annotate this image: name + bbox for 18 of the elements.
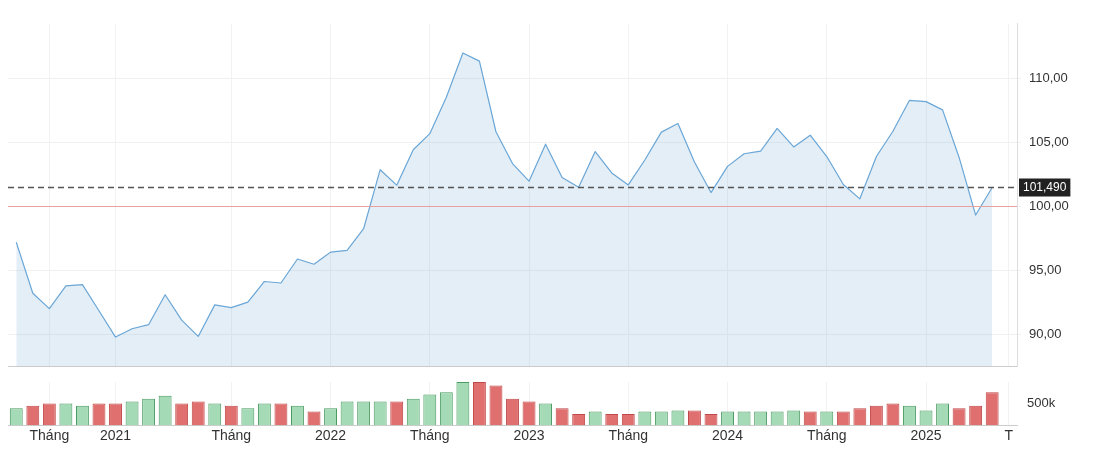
y-tick-label: 90,00 [1029, 325, 1062, 341]
y-tick-label: 95,00 [1029, 261, 1062, 277]
x-tick-label: 2024 [711, 427, 744, 444]
x-tick-label: Tháng [608, 427, 649, 444]
text: 500k [1027, 395, 1056, 411]
x-tick-label: 2023 [513, 427, 545, 444]
x-tick-label: T [1004, 427, 1014, 444]
x-tick-label: Tháng [211, 427, 252, 444]
x-tick-label: Tháng [29, 427, 70, 444]
y-tick-label: 110,00 [1029, 70, 1068, 86]
y-tick-label: 100,00 [1029, 198, 1069, 214]
y-tick-label: 105,00 [1029, 134, 1069, 150]
x-tick-label: 2021 [99, 427, 132, 444]
x-tick-label: 2025 [910, 427, 942, 444]
x-tick-label: Tháng [409, 427, 450, 444]
ref-line-label: 101,490 [1023, 179, 1067, 194]
x-tick-label: 2022 [314, 427, 347, 444]
x-tick-label: Tháng [806, 427, 847, 444]
